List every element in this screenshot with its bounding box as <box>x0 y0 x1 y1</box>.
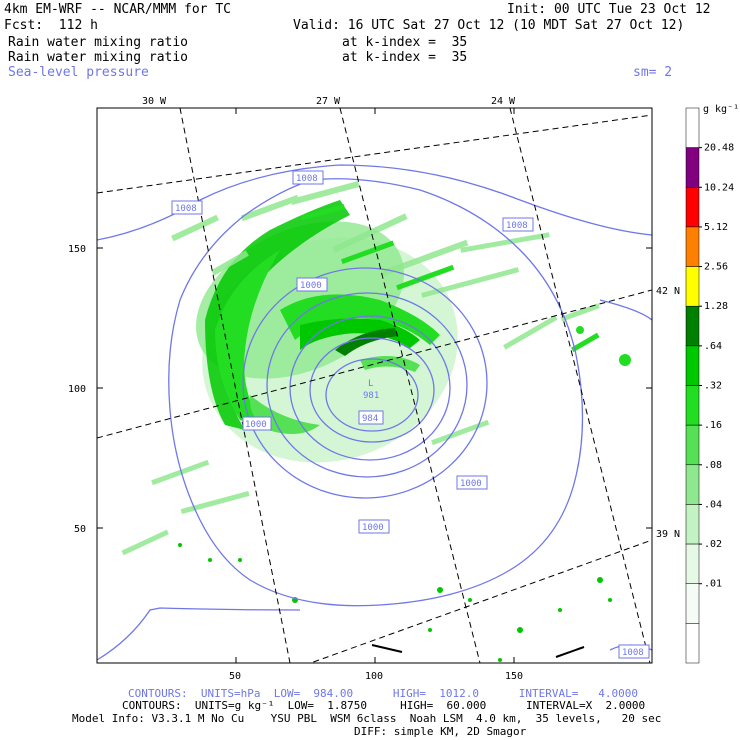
contour-label: 1008 <box>622 648 644 658</box>
rain-contour-info: CONTOURS: UNITS=g kg⁻¹ LOW= 1.8750 HIGH=… <box>122 699 646 712</box>
lon-label: 24 W <box>491 96 516 107</box>
pressure-contour-info: CONTOURS: UNITS=hPa LOW= 984.00 HIGH= 10… <box>128 687 638 700</box>
colorbar-swatch <box>685 147 700 188</box>
colorbar-label: .08 <box>704 460 722 471</box>
rain-shading <box>121 181 631 662</box>
axis-ticks <box>97 108 652 663</box>
colorbar-swatch <box>685 107 700 148</box>
colorbar-label: 10.24 <box>704 182 734 193</box>
colorbar-label: .01 <box>704 579 722 590</box>
colorbar-units: g kg⁻¹ <box>703 104 739 115</box>
contour-label: 1008 <box>296 174 318 184</box>
colorbar-label: 2.56 <box>704 262 728 273</box>
field-level-1: at k-index = 35 <box>342 35 468 50</box>
colorbar-swatch <box>685 226 700 267</box>
pressure-contours <box>97 164 652 661</box>
colorbar-swatch <box>685 464 700 505</box>
colorbar-label: .16 <box>704 420 722 431</box>
x-tick-label: 100 <box>365 671 383 682</box>
contour-label: 1008 <box>506 221 528 231</box>
colorbar-label: .64 <box>704 341 722 352</box>
low-marker: L <box>368 379 373 389</box>
field-name-1: Rain water mixing ratio <box>8 35 189 50</box>
contour-label: 1000 <box>245 420 267 430</box>
contour-label: 1000 <box>460 479 482 489</box>
colorbar-label: 1.28 <box>704 301 728 312</box>
colorbar-swatch <box>685 623 700 664</box>
colorbar: 20.48 10.24 5.12 2.56 1.28 .64 .32 .16 .08 .04 .02… <box>685 107 734 664</box>
init-time: Init: 00 UTC Tue 23 Oct 12 <box>507 2 711 17</box>
field-level-2: at k-index = 35 <box>342 50 468 65</box>
contour-label: 1000 <box>362 523 384 533</box>
colorbar-swatch <box>685 583 700 624</box>
lat-label: 39 N <box>656 529 680 540</box>
diffusion-info: DIFF: simple KM, 2D Smagor <box>354 725 527 738</box>
colorbar-swatch <box>685 543 700 584</box>
colorbar-label: 5.12 <box>704 222 728 233</box>
model-title: 4km EM-WRF -- NCAR/MMM for TC <box>4 2 231 17</box>
colorbar-label: .32 <box>704 381 722 392</box>
wind-barb <box>371 644 403 653</box>
colorbar-swatch <box>685 385 700 426</box>
wind-barb <box>555 646 585 658</box>
valid-time: Valid: 16 UTC Sat 27 Oct 12 (10 MDT Sat … <box>293 18 685 33</box>
colorbar-swatch <box>685 424 700 466</box>
contour-label: 1008 <box>175 204 197 214</box>
colorbar-label: .02 <box>704 539 722 550</box>
colorbar-swatch <box>685 266 700 307</box>
colorbar-swatch <box>685 345 700 386</box>
model-info: Model Info: V3.3.1 M No Cu YSU PBL WSM 6… <box>72 712 662 725</box>
field-name-3: Sea-level pressure <box>8 65 149 80</box>
smoothing: sm= 2 <box>633 65 673 80</box>
contour-label: 984 <box>362 414 378 424</box>
contour-label: 1000 <box>300 281 322 291</box>
x-tick-label: 50 <box>229 671 241 682</box>
lat-label: 42 N <box>656 286 680 297</box>
lon-label: 27 W <box>316 96 341 107</box>
y-tick-label: 150 <box>68 244 86 255</box>
lon-label: 30 W <box>142 96 167 107</box>
colorbar-swatch <box>685 504 700 545</box>
y-tick-label: 50 <box>74 524 86 535</box>
colorbar-label: .04 <box>704 499 722 510</box>
field-name-2: Rain water mixing ratio <box>8 50 189 65</box>
contour-labels: 1008 1008 1008 1000 1000 1000 984 1008 1… <box>171 170 650 659</box>
forecast-hour: Fcst: 112 h <box>4 18 98 33</box>
y-tick-label: 100 <box>68 384 86 395</box>
colorbar-swatch <box>685 305 700 347</box>
low-pressure-value: 981 <box>363 391 379 401</box>
colorbar-label: 20.48 <box>704 143 734 154</box>
x-tick-label: 150 <box>505 671 523 682</box>
colorbar-swatch <box>685 187 700 228</box>
